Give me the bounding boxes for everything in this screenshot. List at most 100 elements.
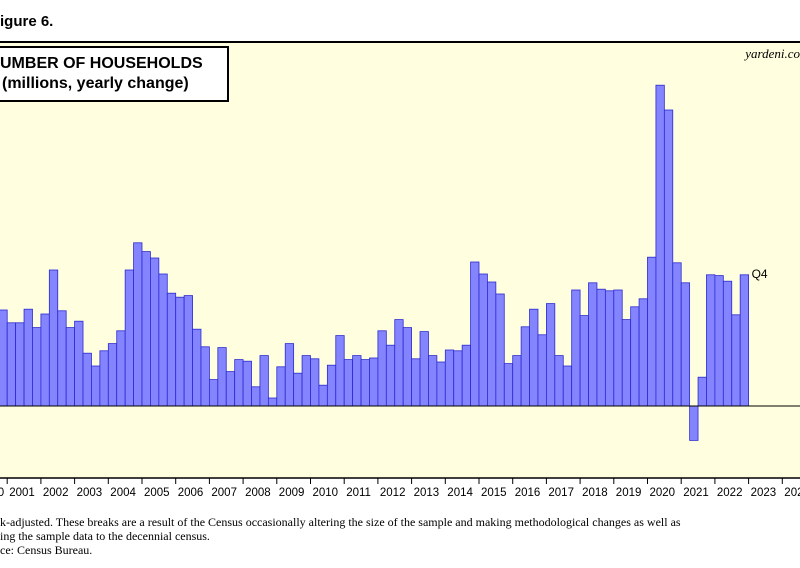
- bar: [91, 365, 101, 407]
- bar: [158, 273, 168, 407]
- bar: [183, 295, 193, 407]
- bar: [470, 261, 480, 407]
- bar: [613, 289, 623, 407]
- bar: [444, 349, 455, 407]
- brand: yardeni.co: [743, 46, 800, 61]
- x-tick-label: 2002: [43, 487, 69, 499]
- bar: [706, 274, 716, 407]
- bar: [672, 262, 682, 407]
- bar: [234, 359, 244, 407]
- bar: [604, 290, 615, 407]
- x-tick-label: 2016: [515, 487, 541, 499]
- bar: [301, 355, 311, 407]
- bar: [571, 289, 581, 407]
- bar: [722, 280, 733, 407]
- x-tick-label: 2023: [751, 487, 777, 499]
- bar: [352, 355, 362, 407]
- bar: [242, 360, 252, 407]
- x-tick-label: 2013: [414, 487, 440, 499]
- bar: [689, 405, 699, 441]
- bar: [48, 269, 59, 407]
- x-tick-label: 2003: [77, 487, 103, 499]
- bar: [6, 322, 17, 407]
- bar: [107, 343, 118, 407]
- bar: [65, 327, 76, 407]
- bar: [512, 355, 522, 407]
- x-tick-label: 202: [784, 487, 800, 499]
- bar: [697, 376, 707, 407]
- bar: [562, 365, 573, 407]
- bar: [284, 343, 295, 407]
- bars: [0, 84, 783, 484]
- bar: [208, 379, 219, 407]
- bar: [259, 355, 269, 407]
- bar: [326, 364, 337, 407]
- footnote: ce: Census Bureau.: [0, 543, 92, 557]
- bar: [251, 386, 261, 407]
- bar: [23, 308, 33, 407]
- x-tick-label: 2022: [717, 487, 743, 499]
- x-tick-label: 2010: [313, 487, 339, 499]
- x-tick-label: 2015: [481, 487, 507, 499]
- bar: [267, 397, 278, 407]
- bar: [402, 327, 412, 407]
- footnote: ing the sample data to the decennial cen…: [0, 529, 210, 543]
- bar: [487, 281, 497, 407]
- bar: [360, 359, 370, 407]
- bar: [175, 296, 185, 407]
- bar: [554, 355, 564, 407]
- x-tick-label: 2014: [447, 487, 473, 499]
- bar: [520, 326, 530, 407]
- bar: [739, 274, 749, 407]
- bar: [428, 355, 438, 407]
- bar: [310, 358, 320, 407]
- bar: [385, 344, 396, 407]
- plot-area: [0, 42, 800, 478]
- x-tick-label: 2017: [548, 487, 574, 499]
- bar: [529, 308, 539, 407]
- bar: [369, 357, 379, 407]
- bar: [495, 293, 505, 407]
- bar: [343, 359, 354, 407]
- x-tick-label: 2012: [380, 487, 406, 499]
- x-tick-label: 2005: [144, 487, 170, 499]
- bar: [15, 322, 25, 407]
- x-tick-label: 2009: [279, 487, 305, 499]
- bar: [99, 350, 109, 407]
- bar: [377, 330, 387, 407]
- chart-title: UMBER OF HOUSEHOLDS: [0, 55, 203, 72]
- bar: [200, 346, 210, 407]
- bar: [225, 371, 236, 407]
- bar: [150, 257, 160, 407]
- bar: [141, 251, 151, 407]
- x-tick-label: 2019: [616, 487, 642, 499]
- bar: [57, 310, 67, 407]
- bar: [546, 303, 556, 407]
- bar: [436, 361, 446, 407]
- bar: [588, 282, 598, 407]
- bar: [166, 292, 177, 407]
- bar: [411, 358, 421, 407]
- bar: [579, 315, 589, 407]
- x-tick-label: 2020: [650, 487, 676, 499]
- x-tick-label: 2021: [683, 487, 709, 499]
- x-tick-label: 2004: [110, 487, 136, 499]
- bar: [318, 384, 328, 407]
- bar: [596, 288, 606, 407]
- bar: [680, 282, 691, 407]
- bar: [461, 344, 471, 407]
- x-tick-label: 0: [0, 487, 4, 499]
- bar: [0, 309, 8, 407]
- bar: [647, 256, 657, 407]
- bar: [503, 363, 514, 407]
- bar: [116, 330, 126, 407]
- bar: [478, 273, 488, 407]
- bar: [217, 347, 227, 407]
- bar: [630, 306, 640, 407]
- bar: [276, 366, 286, 407]
- title-box: [0, 46, 229, 102]
- bar: [419, 331, 429, 407]
- figure-label: igure 6.: [0, 13, 53, 30]
- bar: [714, 275, 724, 407]
